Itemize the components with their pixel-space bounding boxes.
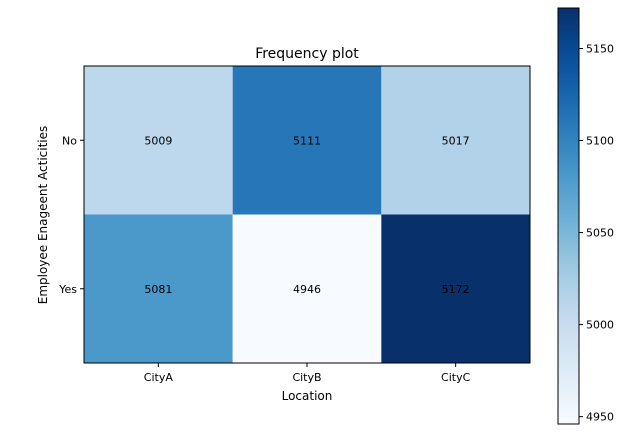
heatmap-cells xyxy=(84,66,530,363)
x-tick-label: CityB xyxy=(292,371,321,384)
x-axis-label: Location xyxy=(282,389,333,403)
cell-value-label: 5172 xyxy=(442,283,470,296)
heatmap-cell xyxy=(381,66,530,215)
cell-value-label: 5111 xyxy=(293,134,321,147)
x-axis-ticks: CityA CityB CityC xyxy=(144,363,471,384)
heatmap-cell xyxy=(84,214,233,363)
chart-title: Frequency plot xyxy=(255,46,359,62)
colorbar-tick-label: 5100 xyxy=(586,135,614,148)
cell-value-label: 5017 xyxy=(442,134,470,147)
x-tick-label: CityC xyxy=(441,371,471,384)
cell-value-label: 4946 xyxy=(293,283,321,296)
heatmap-cell xyxy=(232,66,382,215)
x-tick-label: CityA xyxy=(144,371,174,384)
colorbar-tick-label: 5000 xyxy=(586,319,614,332)
y-tick-label: Yes xyxy=(58,283,77,296)
cell-value-label: 5009 xyxy=(144,134,172,147)
heatmap-cell xyxy=(381,214,530,363)
y-tick-label: No xyxy=(62,134,77,147)
colorbar-tick-label: 4950 xyxy=(586,411,614,424)
cell-value-label: 5081 xyxy=(144,283,172,296)
heatmap-cell-labels: 5009 5111 5017 5081 4946 5172 xyxy=(144,134,469,296)
colorbar-tick-label: 5150 xyxy=(586,42,614,55)
colorbar xyxy=(557,7,580,425)
colorbar-tick-label: 5050 xyxy=(586,227,614,240)
heatmap-cell xyxy=(84,66,233,215)
heatmap-cell xyxy=(232,214,382,363)
y-axis-label: Employee Enageent Acticities xyxy=(36,126,50,305)
colorbar-ticks: 4950 5000 5050 5100 5150 xyxy=(579,42,614,424)
y-axis-ticks: No Yes xyxy=(58,134,84,296)
